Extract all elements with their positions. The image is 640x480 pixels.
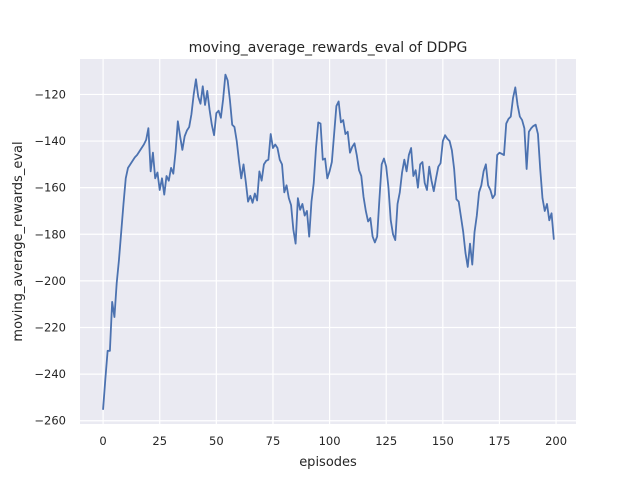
x-tick-label: 200 [545, 434, 567, 448]
x-tick-label: 150 [432, 434, 454, 448]
y-tick-label: −120 [34, 87, 66, 101]
y-tick-label: −260 [34, 414, 66, 428]
x-tick-label: 175 [488, 434, 510, 448]
y-tick-label: −180 [34, 227, 66, 241]
y-tick-label: −160 [34, 181, 66, 195]
y-tick-labels: −120 −140 −160 −180 −200 −220 −240 −260 [34, 87, 66, 427]
plot-area [80, 59, 576, 424]
y-tick-label: −140 [34, 134, 66, 148]
reward-line [102, 73, 555, 410]
x-tick-label: 100 [319, 434, 341, 448]
x-tick-labels: 0 25 50 75 100 125 150 175 200 [99, 434, 567, 448]
y-tick-label: −200 [34, 274, 66, 288]
x-tick-label: 50 [209, 434, 224, 448]
x-tick-label: 125 [375, 434, 397, 448]
chart-title: moving_average_rewards_eval of DDPG [189, 40, 468, 56]
x-tick-label: 25 [152, 434, 167, 448]
y-tick-label: −220 [34, 321, 66, 335]
y-tick-label: −240 [34, 367, 66, 381]
x-tick-label: 0 [99, 434, 106, 448]
y-axis-label: moving_average_rewards_eval [11, 141, 26, 341]
x-axis-label: episodes [299, 455, 357, 470]
x-tick-label: 75 [266, 434, 281, 448]
